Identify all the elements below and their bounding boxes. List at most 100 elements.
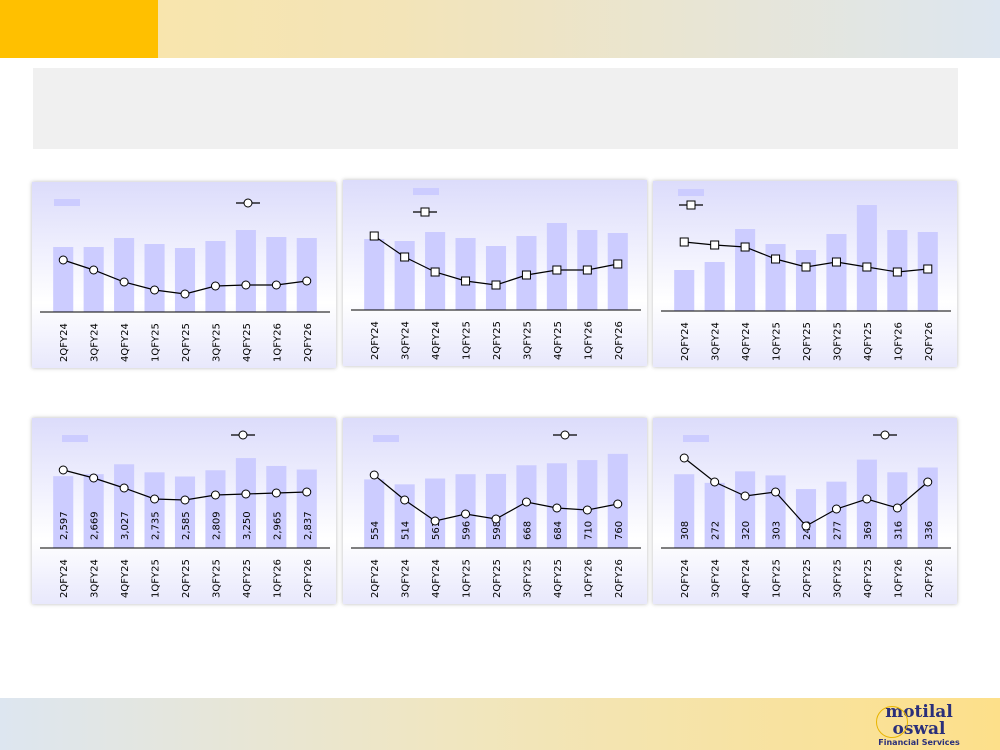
legend-square-marker-icon: [420, 207, 430, 217]
logo-tagline: Financial Services: [878, 738, 960, 747]
category-label: 4QFY24: [120, 323, 131, 362]
bar-4QFY24: [114, 238, 135, 312]
line-point: [461, 509, 471, 519]
category-label: 2QFY24: [680, 322, 691, 361]
category-label: 4QFY24: [741, 322, 752, 361]
data-label: 561: [431, 521, 442, 540]
line-point: [119, 277, 129, 287]
legend-bar-swatch: [62, 435, 88, 442]
bar-3QFY25: [205, 470, 226, 548]
bar-1QFY26: [266, 465, 287, 548]
line-point: [58, 465, 68, 475]
company-logo: motilal oswal Financial Services: [874, 704, 964, 748]
line-point: [491, 280, 501, 290]
data-label: 710: [583, 521, 594, 540]
chart-panel-6: 2QFY24 308 3QFY24 272 4QFY24 320 1QFY25 303 2QFY…: [653, 418, 957, 604]
legend-circle-marker-icon: [560, 430, 570, 440]
bar-2QFY24: [674, 270, 695, 311]
chart-3: 2QFY24 3QFY24 4QFY24 1QFY25 2QFY25 3QFY25 4QFY…: [661, 189, 951, 361]
line-point: [801, 521, 811, 531]
legend-circle-marker-icon: [243, 198, 253, 208]
line-point: [369, 470, 379, 480]
legend-bar-swatch: [683, 435, 709, 442]
category-label: 1QFY26: [583, 321, 594, 360]
line-point: [271, 488, 281, 498]
bar-3QFY24: [394, 241, 415, 310]
line-point: [521, 270, 531, 280]
category-label: 2QFY26: [924, 559, 935, 598]
chart-6: 2QFY24 308 3QFY24 272 4QFY24 320 1QFY25 303 2QFY…: [661, 430, 951, 598]
bar-4QFY25: [856, 205, 877, 311]
chart-panel-2: 2QFY24 3QFY24 4QFY24 1QFY25 2QFY25 3QFY25 4QFY…: [343, 180, 647, 366]
category-label: 2QFY24: [370, 559, 381, 598]
bar-1QFY25: [144, 244, 165, 312]
bar-2QFY25: [485, 473, 507, 548]
data-label: 2,585: [181, 511, 192, 540]
chart-panel-4: 2QFY24 2,597 3QFY24 2,669 4QFY24 3,027 1QFY25 2…: [32, 418, 336, 604]
bar-1QFY25: [765, 244, 786, 311]
category-label: 4QFY25: [553, 559, 564, 598]
data-label: 272: [711, 521, 722, 540]
bar-4QFY25: [235, 458, 256, 548]
line-point: [119, 483, 129, 493]
line-point: [302, 276, 312, 286]
category-label: 1QFY26: [583, 559, 594, 598]
line-point: [430, 516, 440, 526]
chart-4: 2QFY24 2,597 3QFY24 2,669 4QFY24 3,027 1QFY25 2…: [40, 430, 330, 598]
bar-1QFY26: [577, 460, 598, 548]
chart-1: 2QFY24 3QFY24 4QFY24 1QFY25 2QFY25 3QFY25 4QFY…: [40, 198, 330, 362]
category-label: 2QFY25: [492, 559, 503, 598]
line-point: [430, 267, 440, 277]
category-label: 2QFY26: [924, 322, 935, 361]
line-point: [679, 237, 689, 247]
line-point: [613, 499, 623, 509]
category-label: 1QFY26: [893, 322, 904, 361]
category-label: 3QFY25: [522, 321, 533, 360]
line-point: [552, 265, 562, 275]
category-label: 2QFY26: [303, 323, 314, 362]
line-point: [150, 494, 160, 504]
line-point: [740, 242, 750, 252]
bar-3QFY24: [704, 482, 725, 548]
line-point: [150, 285, 160, 295]
bar-2QFY25: [795, 250, 817, 311]
category-label: 3QFY24: [90, 559, 101, 598]
header-accent-block: [0, 0, 158, 58]
data-label: 2,735: [151, 511, 162, 540]
line-point: [58, 255, 68, 265]
line-point: [892, 267, 902, 277]
footer-bar: [0, 698, 1000, 750]
category-label: 3QFY24: [401, 559, 412, 598]
line-point: [771, 487, 781, 497]
bar-3QFY25: [205, 241, 226, 312]
bar-3QFY24: [83, 247, 104, 312]
bar-4QFY24: [114, 464, 135, 548]
line-point: [771, 254, 781, 264]
bar-2QFY24: [53, 247, 74, 312]
category-label: 4QFY25: [242, 323, 253, 362]
line-point: [461, 276, 471, 286]
category-label: 4QFY24: [741, 559, 752, 598]
category-label: 4QFY24: [120, 559, 131, 598]
line-point: [710, 477, 720, 487]
category-label: 1QFY26: [893, 559, 904, 598]
bar-3QFY25: [516, 465, 537, 548]
line-point: [923, 264, 933, 274]
line-point: [801, 262, 811, 272]
category-label: 3QFY24: [711, 322, 722, 361]
category-label: 2QFY26: [614, 559, 625, 598]
legend-square-marker-icon: [686, 200, 696, 210]
line-point: [271, 280, 281, 290]
data-label: 336: [924, 521, 935, 540]
bar-2QFY24: [364, 239, 385, 310]
data-label: 668: [522, 521, 533, 540]
data-label: 598: [492, 521, 503, 540]
line-point: [89, 473, 99, 483]
line-point: [241, 489, 251, 499]
data-label: 2,669: [90, 511, 101, 540]
data-label: 277: [832, 521, 843, 540]
line-point: [923, 477, 933, 487]
category-label: 2QFY25: [181, 323, 192, 362]
line-point: [740, 491, 750, 501]
data-label: 2,809: [211, 511, 222, 540]
